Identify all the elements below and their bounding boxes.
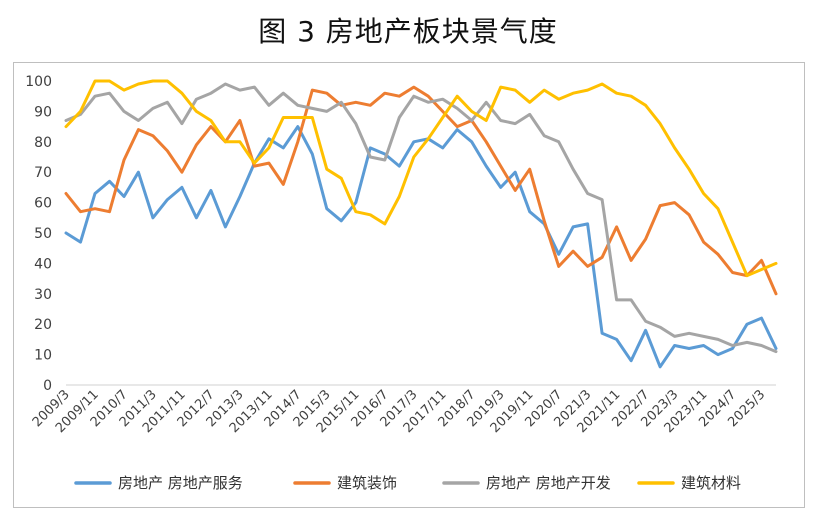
y-tick-label: 70 bbox=[34, 165, 52, 181]
legend-label-1: 房地产 房地产服务 bbox=[118, 474, 243, 492]
series-line-4 bbox=[64, 79, 778, 278]
series-lines bbox=[64, 79, 778, 369]
legend-label-3: 房地产 房地产开发 bbox=[486, 474, 611, 492]
y-tick-label: 90 bbox=[34, 104, 52, 120]
series-line-1 bbox=[64, 125, 778, 369]
chart-frame: 0 10 20 30 40 50 60 70 80 90 100 2009/3 2009/11 2010… bbox=[13, 62, 805, 508]
y-tick-label: 100 bbox=[25, 74, 52, 90]
legend-label-4: 建筑材料 bbox=[681, 474, 741, 492]
y-tick-label: 30 bbox=[34, 287, 52, 303]
series-line-2 bbox=[64, 85, 778, 296]
figure-title: 图 3 房地产板块景气度 bbox=[258, 15, 558, 48]
y-axis: 0 10 20 30 40 50 60 70 80 90 100 bbox=[25, 74, 52, 394]
series-line-3 bbox=[64, 82, 778, 354]
y-tick-label: 80 bbox=[34, 135, 52, 151]
y-tick-label: 0 bbox=[43, 378, 52, 394]
y-tick-label: 10 bbox=[34, 348, 52, 364]
y-tick-label: 60 bbox=[34, 196, 52, 212]
line-chart: 0 10 20 30 40 50 60 70 80 90 100 2009/32009/112010… bbox=[25, 74, 778, 492]
legend-label-2: 建筑装饰 bbox=[337, 474, 397, 492]
x-axis: 2009/32009/112010/72011/32011/112012/720… bbox=[30, 384, 776, 436]
y-tick-label: 50 bbox=[34, 226, 52, 242]
y-tick-label: 20 bbox=[34, 317, 52, 333]
y-tick-label: 40 bbox=[34, 256, 52, 272]
legend: 房地产 房地产服务 建筑装饰 房地产 房地产开发 建筑材料 bbox=[74, 474, 741, 492]
